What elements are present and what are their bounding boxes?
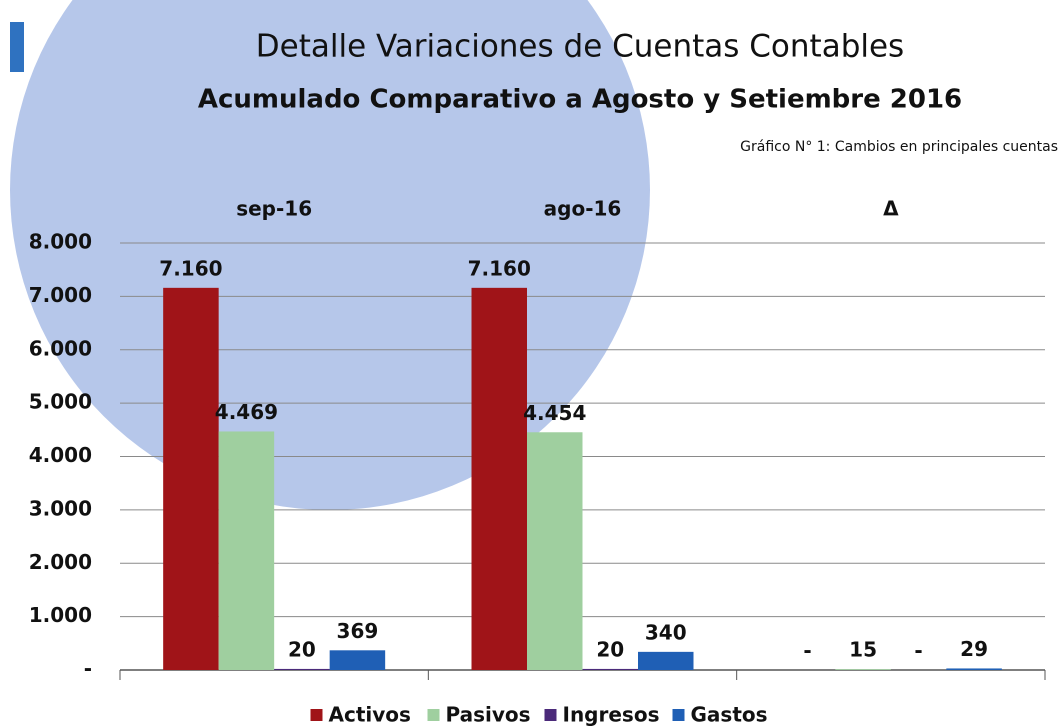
chart-subtitle: Acumulado Comparativo a Agosto y Setiemb…	[198, 85, 962, 115]
y-tick-label: 4.000	[29, 443, 92, 467]
y-tick-label: -	[84, 657, 92, 681]
annotation: Gráfico N° 1: Cambios en principales cue…	[740, 139, 1058, 155]
bar	[638, 651, 694, 670]
y-tick-label: 7.000	[29, 283, 92, 307]
legend-swatch	[672, 709, 685, 721]
chart-title: Detalle Variaciones de Cuentas Contables	[256, 29, 904, 65]
data-label: 29	[960, 637, 988, 661]
data-label: 20	[596, 637, 624, 661]
y-tick-label: 1.000	[29, 603, 92, 627]
legend-swatch	[544, 709, 557, 721]
category-label: ago-16	[544, 197, 622, 221]
data-label: 4.469	[215, 400, 278, 424]
legend-label: Pasivos	[446, 703, 531, 727]
accent-bar	[10, 22, 24, 72]
legend-swatch	[427, 709, 440, 721]
bar	[527, 432, 583, 670]
legend-label: Gastos	[691, 703, 768, 727]
legend-swatch	[310, 709, 323, 721]
y-tick-label: 3.000	[29, 496, 92, 520]
bar	[218, 431, 275, 670]
data-label: 369	[337, 619, 379, 643]
bar	[163, 287, 219, 670]
bar	[582, 668, 638, 670]
data-label: 7.160	[468, 256, 531, 280]
y-tick-label: 2.000	[29, 550, 92, 574]
data-label: -	[914, 639, 922, 663]
data-label: 4.454	[523, 401, 586, 425]
bar	[274, 668, 330, 670]
y-tick-label: 8.000	[29, 230, 92, 254]
bar	[946, 668, 1002, 670]
data-label: 7.160	[159, 256, 222, 280]
data-label: -	[803, 639, 811, 663]
bar	[471, 287, 527, 670]
data-label: 20	[288, 637, 316, 661]
legend-label: Activos	[329, 703, 411, 727]
data-label: 15	[849, 638, 877, 662]
bar	[835, 669, 891, 670]
category-label: sep-16	[236, 197, 312, 221]
category-label: Δ	[883, 197, 899, 221]
bar	[329, 650, 386, 670]
legend-label: Ingresos	[563, 703, 660, 727]
data-label: 340	[645, 620, 687, 644]
y-tick-label: 5.000	[29, 390, 92, 414]
y-tick-label: 6.000	[29, 336, 92, 360]
